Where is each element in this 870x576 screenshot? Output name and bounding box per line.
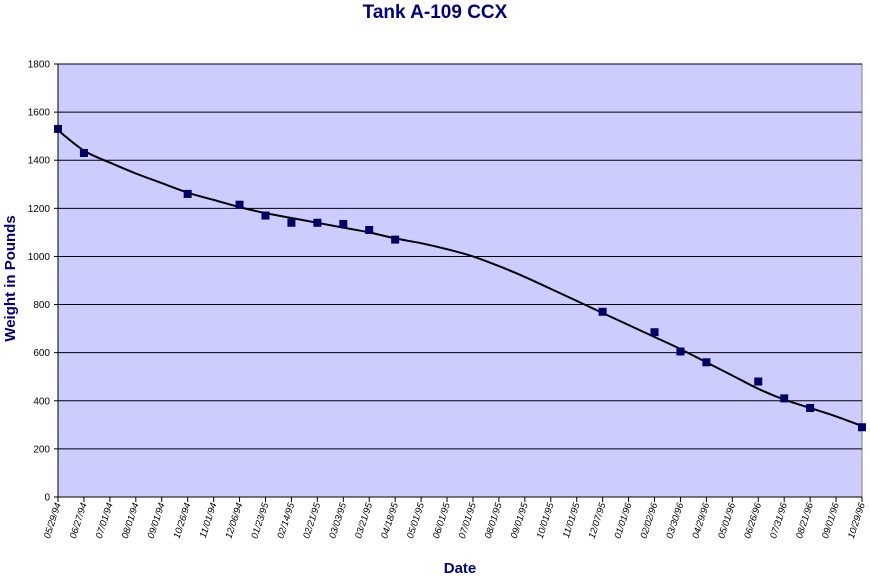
x-tick-label: 02/21/95 xyxy=(301,501,323,540)
x-tick-label: 09/01/94 xyxy=(146,502,168,541)
x-tick-label: 10/01/95 xyxy=(535,501,557,540)
y-axis-label: Weight in Pounds xyxy=(2,215,19,341)
x-tick-label: 07/01/95 xyxy=(457,501,479,540)
data-point xyxy=(858,423,866,432)
y-tick-label: 0 xyxy=(44,493,50,504)
data-point xyxy=(287,218,296,227)
x-tick-label: 02/02/96 xyxy=(638,501,660,540)
data-point xyxy=(183,189,192,198)
y-tick-label: 1200 xyxy=(28,204,51,215)
x-tick-label: 03/30/96 xyxy=(664,501,686,540)
y-tick-label: 1000 xyxy=(28,252,51,263)
x-tick-label: 11/01/94 xyxy=(198,502,220,540)
x-tick-label: 08/01/95 xyxy=(483,501,505,540)
x-tick-label: 04/29/96 xyxy=(690,501,712,540)
plot-background xyxy=(57,63,863,498)
x-tick-label: 08/01/94 xyxy=(120,502,142,541)
x-tick-label: 07/31/96 xyxy=(768,501,790,540)
grid-lines xyxy=(58,63,862,450)
x-tick-label: 03/21/95 xyxy=(353,501,375,540)
data-point xyxy=(313,218,322,227)
data-point xyxy=(702,358,711,367)
x-tick-label: 02/14/95 xyxy=(275,501,297,540)
y-tick-label: 1600 xyxy=(28,108,51,119)
data-point xyxy=(391,235,400,244)
data-point xyxy=(79,149,88,158)
chart-title: Tank A-109 CCX xyxy=(362,2,508,23)
data-point xyxy=(780,394,789,403)
data-point xyxy=(806,403,815,412)
y-tick-label: 1400 xyxy=(28,156,51,167)
y-tick-label: 600 xyxy=(33,348,50,359)
x-tick-label: 06/27/94 xyxy=(68,502,90,541)
y-axis-ticks: 0 200 400 600 800 1000 1200 1400 1600 1800 xyxy=(28,60,58,504)
x-tick-label: 12/06/94 xyxy=(224,502,246,541)
x-tick-label: 06/01/95 xyxy=(431,501,453,540)
x-tick-label: 01/01/96 xyxy=(613,501,635,540)
y-tick-label: 200 xyxy=(33,444,50,455)
x-tick-label: 10/29/96 xyxy=(846,501,868,540)
x-tick-label: 05/01/95 xyxy=(405,501,427,540)
x-tick-label: 12/07/95 xyxy=(587,501,609,540)
x-tick-label: 10/26/94 xyxy=(172,502,194,541)
data-point xyxy=(235,200,244,209)
x-axis-label: Date xyxy=(444,560,477,576)
data-point xyxy=(365,225,374,234)
y-tick-label: 400 xyxy=(33,396,50,407)
x-tick-label: 05/01/96 xyxy=(716,501,738,540)
x-tick-label: 09/01/96 xyxy=(820,501,842,540)
data-point xyxy=(754,377,763,386)
data-point xyxy=(676,347,685,356)
x-tick-label: 06/26/96 xyxy=(742,501,764,540)
data-point xyxy=(598,307,607,316)
x-tick-label: 04/18/95 xyxy=(379,501,401,540)
data-point xyxy=(339,219,348,228)
data-point xyxy=(650,328,659,337)
data-point xyxy=(261,211,270,220)
x-tick-label: 07/01/94 xyxy=(94,502,116,541)
x-tick-label: 09/01/95 xyxy=(509,501,531,540)
x-tick-label: 08/21/96 xyxy=(794,501,816,540)
x-axis-ticks: 05/29/94 06/27/94 07/01/94 08/01/94 09/01/94… xyxy=(42,497,868,540)
x-tick-label: 05/29/94 xyxy=(42,502,64,541)
y-tick-label: 800 xyxy=(33,300,50,311)
y-tick-label: 1800 xyxy=(28,60,51,71)
x-tick-label: 01/23/95 xyxy=(249,501,271,540)
x-tick-label: 03/03/95 xyxy=(327,501,349,540)
x-tick-label: 11/01/95 xyxy=(561,501,583,540)
